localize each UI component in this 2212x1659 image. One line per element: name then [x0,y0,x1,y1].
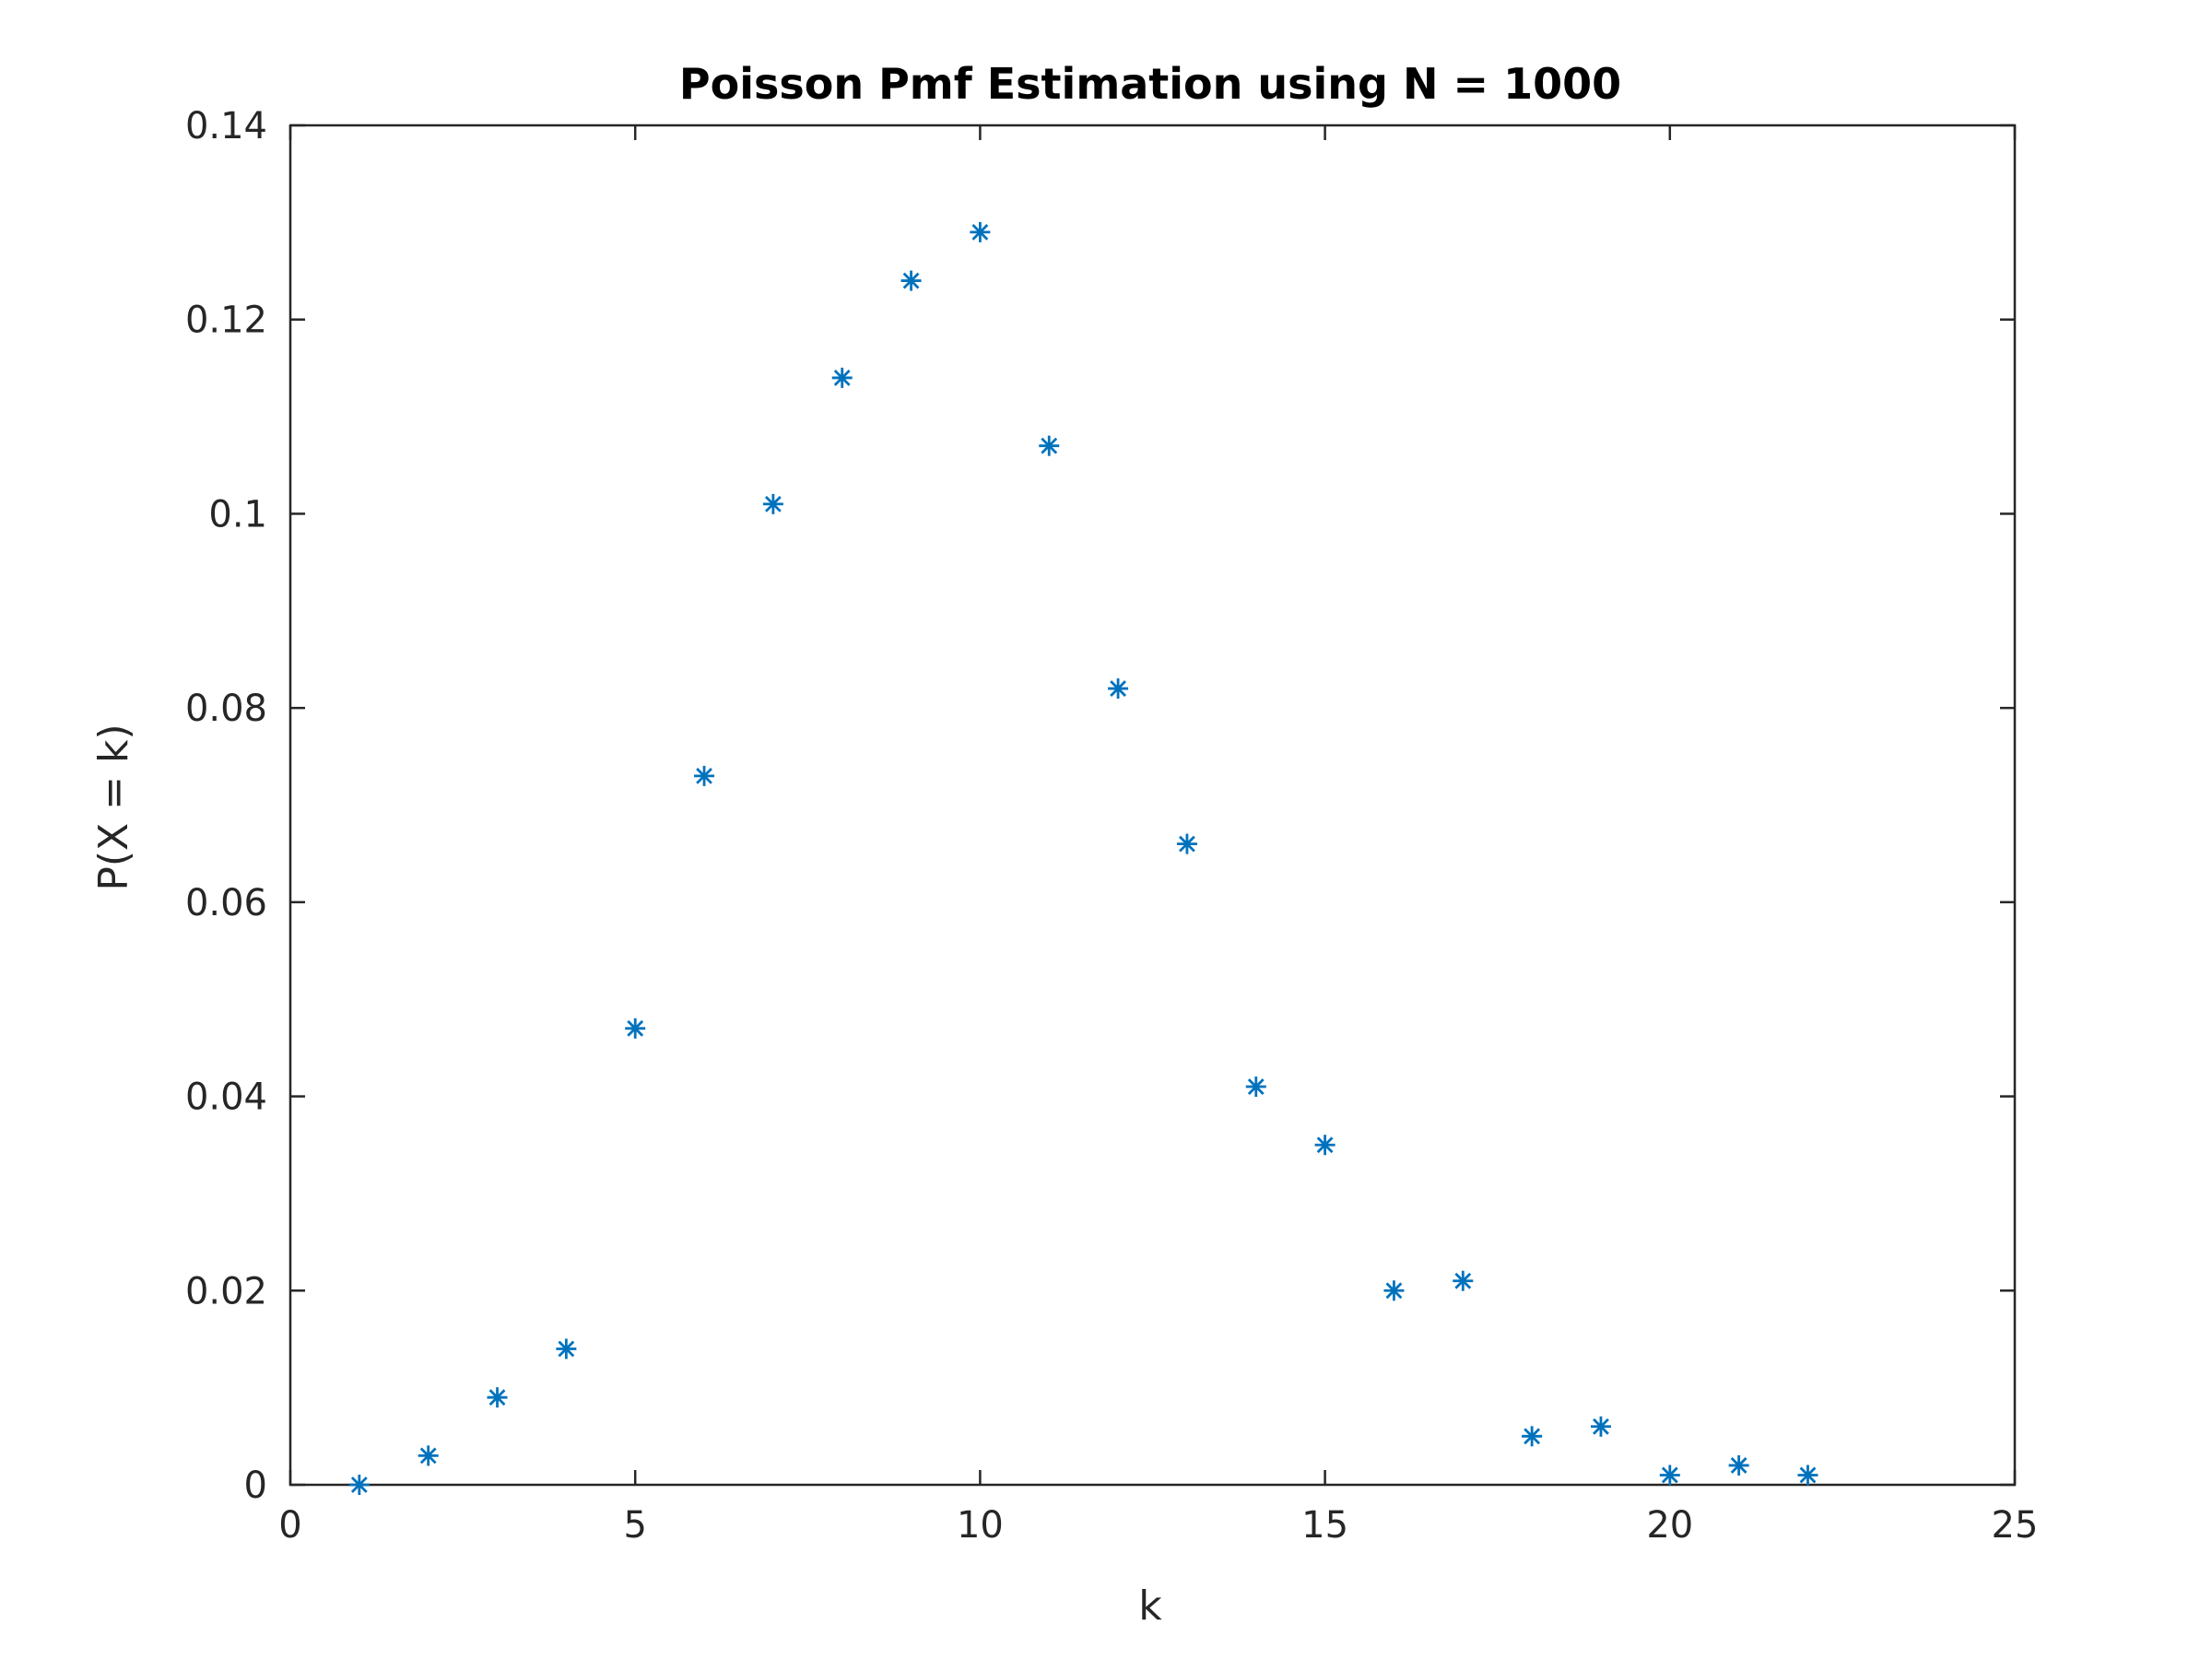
y-tick-label: 0.06 [185,882,267,924]
data-point [1522,1426,1543,1447]
y-axis-ticks: 0 0.02 0.04 0.06 0.08 0.1 0.12 0.14 [185,105,2015,1507]
x-axis-ticks: 0 5 10 15 20 25 [278,125,2038,1547]
data-markers [348,221,1818,1495]
data-point [625,1018,646,1039]
data-point [1039,435,1060,456]
data-point [1314,1135,1335,1156]
y-tick-label: 0.08 [185,688,267,730]
plot-area [288,124,2017,1487]
chart-title: Poisson Pmf Estimation using N = 1000 [679,59,1621,109]
data-point [556,1338,577,1359]
data-point [418,1445,439,1466]
y-tick-label: 0.02 [185,1270,267,1312]
data-point [1797,1465,1818,1486]
data-point [1176,833,1197,854]
data-point [1453,1270,1474,1291]
plot-box [288,124,2017,1487]
x-tick-label: 25 [1992,1504,2039,1547]
data-point [1590,1416,1611,1437]
data-point [1383,1280,1405,1301]
x-axis-label: k [1138,1583,1162,1630]
data-point [1108,678,1129,700]
y-tick-label: 0.12 [185,300,267,342]
x-tick-label: 15 [1301,1504,1348,1547]
y-axis-label: P(X = k) [90,724,137,890]
data-point [694,765,715,786]
data-point [762,493,783,514]
data-point [348,1475,370,1495]
data-point [831,367,853,388]
x-tick-label: 5 [623,1504,646,1547]
y-tick-label: 0.14 [185,105,267,147]
data-point [487,1387,508,1408]
x-tick-label: 0 [278,1504,301,1547]
y-tick-label: 0.1 [208,493,267,535]
y-tick-label: 0 [244,1465,267,1507]
data-point [900,270,922,291]
x-tick-label: 20 [1646,1504,1693,1547]
data-point [970,221,991,242]
data-point [1728,1454,1749,1476]
y-tick-label: 0.04 [185,1077,267,1119]
data-point [1659,1465,1680,1486]
x-tick-label: 10 [957,1504,1004,1547]
data-point [1245,1077,1266,1098]
